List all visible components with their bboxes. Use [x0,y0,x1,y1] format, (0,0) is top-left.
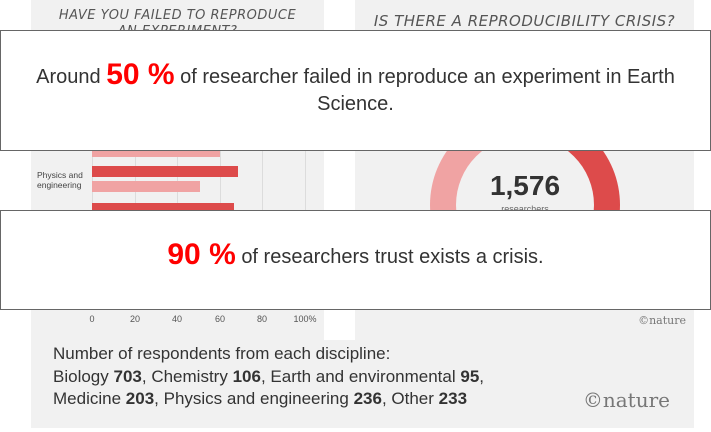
discipline-name: Physics and engineering [163,389,349,408]
tick-label: 80 [256,314,267,324]
discipline-name: Chemistry [151,367,228,386]
discipline-count: 236 [353,389,382,408]
discipline-name: Medicine [53,389,122,408]
discipline-name: Biology [53,367,109,386]
respondents-line: Medicine 203, Physics and engineering 23… [53,389,468,408]
respondents-label: researchers [501,204,549,214]
nature-logo: ©nature [582,388,670,412]
discipline-name: Earth and environmental [270,367,456,386]
tick-label: 100% [293,314,317,324]
discipline-count: 95 [460,367,480,386]
respondents-panel: Number of respondents from each discipli… [31,340,694,428]
discipline-count: 703 [113,367,142,386]
bar [92,166,238,177]
annotation-text: Around 50 % of researcher failed in repr… [11,58,700,118]
respondents-line: Biology 703, Chemistry 106, Earth and en… [53,367,485,386]
discipline-count: 203 [125,389,155,408]
discipline-count: 106 [232,367,261,386]
tick-label: 0 [89,314,95,324]
donut-chart-title: IS THERE A REPRODUCIBILITY CRISIS? [373,12,676,30]
nature-logo: ©nature [638,314,686,327]
bar [92,203,234,214]
annotation-highlight: 50 % [106,58,175,91]
annotation-box-reproduce: Around 50 % of researcher failed in repr… [0,30,711,151]
discipline-count: 233 [438,389,468,408]
discipline-name: Other [391,389,434,408]
bar-chart-title: HAVE YOU FAILED TO REPRODUCE [58,8,297,23]
annotation-prefix: Around [36,66,101,88]
tick-label: 20 [129,314,140,324]
annotation-box-crisis: 90 % of researchers trust exists a crisi… [0,210,711,310]
bar [92,146,220,157]
tick-label: 60 [214,314,225,324]
tick-label: 40 [171,314,182,324]
category-label: Physics and engineering [37,170,83,190]
annotation-text: 90 % of researchers trust exists a crisi… [11,238,700,271]
bar [92,181,200,192]
annotation-highlight: 90 % [167,238,236,271]
annotation-body: of researcher failed in reproduce an exp… [180,66,675,115]
annotation-body: of researchers trust exists a crisis. [241,246,544,268]
respondents-heading: Number of respondents from each discipli… [53,344,391,363]
respondents-count: 1,576 [489,170,561,201]
